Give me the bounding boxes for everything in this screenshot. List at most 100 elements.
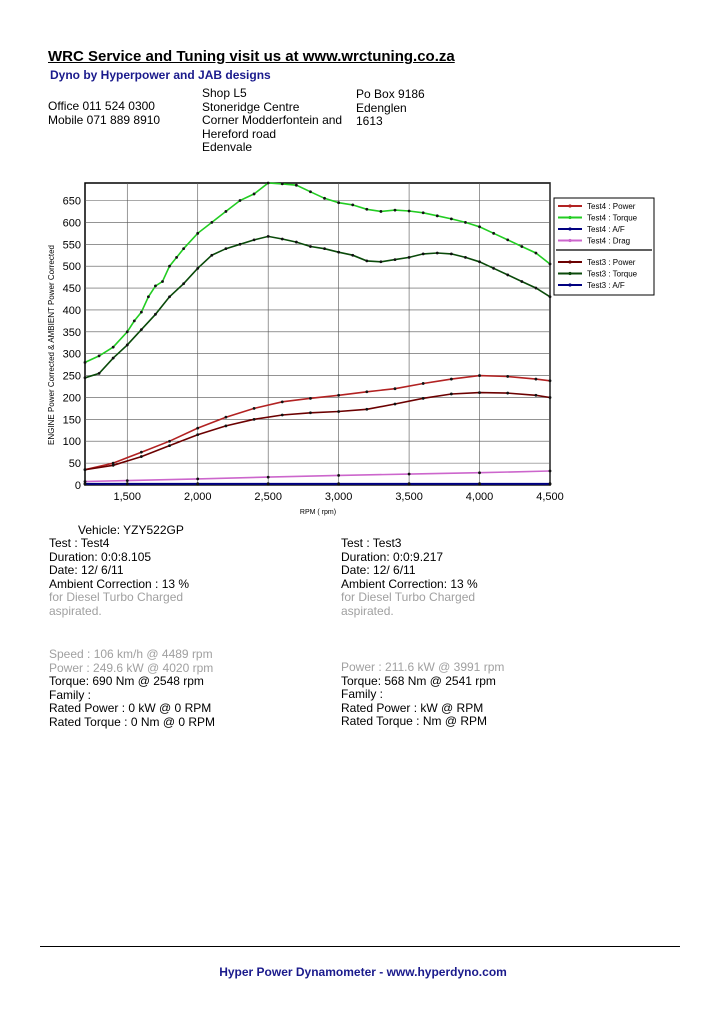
data-point [252,192,256,196]
data-point [323,196,326,200]
y-tick-label: 500 [63,261,81,273]
data-point [478,391,481,395]
data-point [337,410,341,413]
data-point [393,387,397,391]
report-subtitle: Dyno by Hyperpower and JAB designs [50,68,271,82]
street-address: Shop L5 Stoneridge Centre Corner Modderf… [202,86,343,155]
data-point [379,210,383,213]
data-point [154,312,157,316]
test-right-block: Test : Test3 Duration: 0:0:9.217 Date: 1… [341,536,478,618]
pobox-line: Edenglen [356,100,407,115]
data-point [337,201,341,205]
test-name: Test : Test4 [49,536,110,550]
data-point [238,242,242,246]
data-point [520,245,524,248]
data-point [548,482,552,486]
y-tick-label: 400 [63,305,81,317]
test-left-block: Test : Test4 Duration: 0:0:8.105 Date: 1… [49,536,190,618]
data-point [407,209,411,213]
y-tick-label: 250 [63,371,81,383]
ambient-correction: Ambient Correction : 13 % [49,576,190,591]
ambient-correction: Ambient Correction: 13 % [341,576,478,591]
data-point [224,415,228,419]
data-point [379,260,383,264]
pobox-line: 1613 [356,114,383,128]
correction-note: aspirated. [49,603,102,618]
data-point [266,475,270,479]
data-point [337,250,341,254]
legend-marker [568,215,572,220]
data-point [337,482,341,486]
data-point [449,392,453,396]
max-torque: Torque: 568 Nm @ 2541 rpm [341,673,496,688]
data-point [464,256,467,259]
data-point [337,393,341,397]
vehicle-label: Vehicle: YZY522GP [78,523,184,537]
data-point [224,247,228,251]
data-point [534,377,538,381]
data-point [111,345,115,349]
data-point [449,217,453,221]
data-point [280,400,284,404]
data-point [337,473,341,477]
data-point [548,295,552,299]
data-point [435,214,439,218]
data-point [506,375,510,378]
postal-address: Po Box 9186 Edenglen 1613 [356,87,425,129]
max-power: Power : 211.6 kW @ 3991 rpm [341,660,505,674]
data-point [196,266,200,270]
rated-torque: Rated Torque : Nm @ RPM [341,714,488,728]
data-point [280,237,284,241]
x-tick-label: 1,500 [114,491,142,503]
data-point [161,280,164,283]
data-point [506,238,510,242]
data-point [280,182,284,186]
address-line: Edenvale [202,140,253,154]
y-tick-label: 100 [63,436,81,448]
address-line: Hereford road [202,126,277,141]
chart-grid [84,182,551,486]
y-tick-label: 350 [63,327,81,339]
data-point [111,463,115,467]
data-point [125,482,129,486]
legend-marker [568,283,572,287]
data-point [196,231,200,235]
legend-marker [568,271,572,276]
series-line [84,470,551,483]
y-tick-label: 0 [75,480,81,492]
y-tick-label: 150 [63,414,81,426]
data-point [97,371,101,375]
data-point [294,183,298,187]
legend-marker [568,260,572,264]
data-point [534,393,538,397]
data-point [83,376,87,380]
data-point [280,413,284,417]
data-point [168,264,171,268]
data-point [224,210,228,213]
max-power: Power : 249.6 kW @ 4020 rpm [49,660,214,675]
x-tick-label: 2,500 [254,491,282,503]
data-point [464,220,467,224]
y-tick-label: 300 [63,349,81,361]
legend-marker [568,238,572,243]
data-point [111,461,115,465]
y-tick-label: 450 [63,283,81,295]
data-point [534,251,538,255]
data-point [435,251,439,255]
legend-marker [568,227,572,231]
x-tick-label: 4,000 [466,491,494,503]
address-line: Corner Modderfontein and [202,113,343,127]
data-point [365,407,369,411]
data-point [132,319,136,323]
test-date: Date: 12/ 6/11 [341,563,416,577]
data-point [154,284,157,288]
legend-label: Test3 : Power [587,258,636,267]
data-point [252,417,256,421]
data-point [548,396,552,399]
data-point [168,444,171,448]
chart-legend: Test4 : Power Test4 : Torque Test4 : A/F Te… [553,197,655,296]
data-point [252,407,256,410]
legend-marker [568,204,572,208]
data-point [168,439,171,443]
data-point [478,471,481,475]
